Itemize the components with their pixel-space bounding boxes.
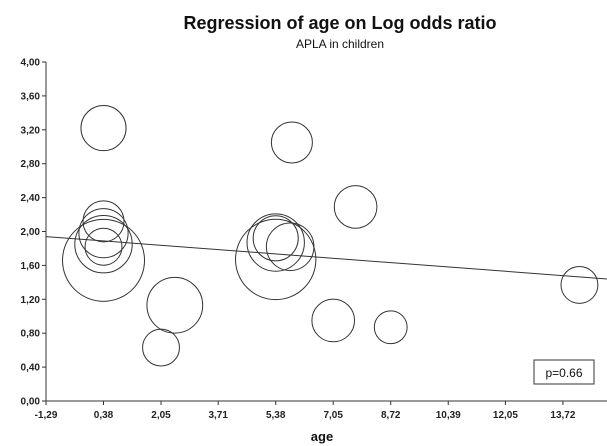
data-bubble bbox=[62, 218, 146, 302]
x-axis-label: age bbox=[311, 429, 333, 444]
data-bubble bbox=[265, 222, 315, 272]
plot-area: 0,00 0,40 0,80 1,20 1,60 2,00 2,40 2,80 3,20 3,60… bbox=[21, 58, 607, 421]
x-tick-label: 13,72 bbox=[550, 410, 575, 421]
data-bubble bbox=[560, 265, 599, 304]
data-bubble bbox=[146, 276, 204, 334]
data-bubble bbox=[270, 121, 313, 164]
y-tick-label: 1,20 bbox=[21, 295, 41, 306]
data-bubble bbox=[333, 185, 378, 229]
data-bubble bbox=[82, 200, 125, 243]
x-tick-label: 0,38 bbox=[94, 410, 114, 421]
y-tick-label: 0,80 bbox=[21, 329, 41, 340]
x-tick-label: 2,05 bbox=[151, 410, 171, 421]
x-tick-label: -1,29 bbox=[35, 410, 58, 421]
x-tick-label: 5,38 bbox=[266, 410, 286, 421]
data-bubble bbox=[74, 215, 133, 274]
y-tick-label: 2,40 bbox=[21, 193, 41, 204]
y-tick-label: 0,00 bbox=[21, 397, 41, 408]
data-bubble bbox=[78, 208, 129, 259]
regression-line bbox=[45, 236, 607, 280]
data-bubble bbox=[235, 218, 317, 301]
x-tick-label: 3,71 bbox=[208, 410, 228, 421]
x-tick-label: 10,39 bbox=[436, 410, 461, 421]
y-tick-label: 0,40 bbox=[21, 363, 41, 374]
p-value-box bbox=[533, 359, 595, 385]
data-bubble bbox=[80, 105, 127, 152]
x-tick-label: 12,05 bbox=[493, 410, 518, 421]
data-bubble bbox=[246, 213, 305, 272]
y-tick-label: 4,00 bbox=[21, 58, 41, 69]
data-bubble bbox=[311, 298, 356, 343]
data-bubble bbox=[373, 310, 408, 345]
data-bubble bbox=[84, 227, 123, 266]
x-tick-label: 8,72 bbox=[381, 410, 401, 421]
p-value-annotation: p=0.66 bbox=[545, 366, 582, 380]
y-tick-label: 3,60 bbox=[21, 91, 41, 102]
y-tick-label: 2,80 bbox=[21, 159, 41, 170]
x-tick-label: 7,05 bbox=[323, 410, 343, 421]
y-tick-label: 3,20 bbox=[21, 125, 41, 136]
data-bubble bbox=[252, 215, 299, 262]
chart-title: Regression of age on Log odds ratio bbox=[183, 13, 496, 33]
y-tick-label: 2,00 bbox=[21, 227, 41, 238]
data-bubble bbox=[142, 328, 180, 367]
y-tick-label: 1,60 bbox=[21, 261, 41, 272]
chart-subtitle: APLA in children bbox=[296, 37, 384, 51]
